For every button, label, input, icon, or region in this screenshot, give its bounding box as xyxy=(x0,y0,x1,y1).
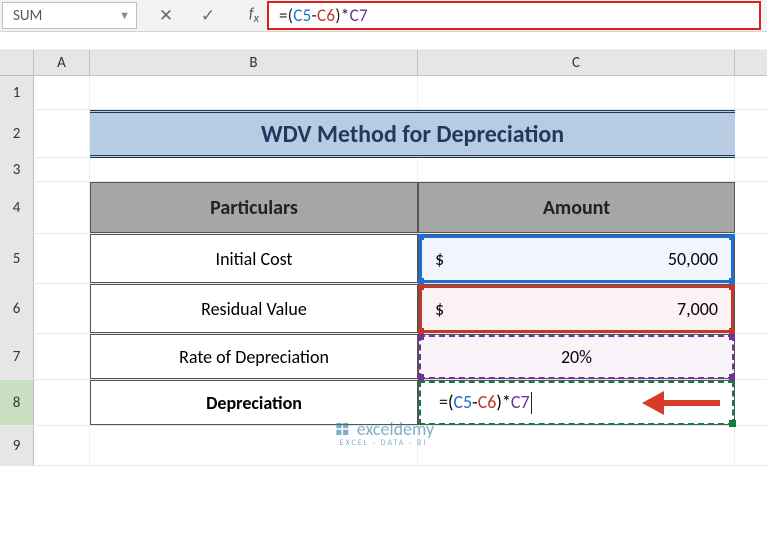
cell-a6[interactable] xyxy=(34,284,90,333)
select-all-corner[interactable] xyxy=(0,50,34,75)
spreadsheet-grid: A B C 1 2 3 4 Particulars xyxy=(0,50,767,466)
formula-eq: = xyxy=(279,5,288,26)
header-amount[interactable]: Amount xyxy=(418,182,735,233)
watermark-sub: EXCEL · DATA · BI xyxy=(340,438,428,448)
row-6: 6 Residual Value $ 7,000 xyxy=(0,284,767,334)
row-header-9[interactable]: 9 xyxy=(0,426,34,465)
row-7: 7 Rate of Depreciation 20% xyxy=(0,334,767,380)
row-header-3[interactable]: 3 xyxy=(0,158,34,181)
watermark-icon xyxy=(333,420,351,438)
watermark: exceldemy EXCEL · DATA · BI xyxy=(333,418,434,448)
cell-a7[interactable] xyxy=(34,334,90,379)
cell-c6[interactable]: $ 7,000 xyxy=(418,284,735,333)
cell-c9[interactable] xyxy=(418,426,735,465)
row-1: 1 xyxy=(0,76,767,110)
cell-a5[interactable] xyxy=(34,234,90,283)
label-rate[interactable]: Rate of Depreciation xyxy=(90,334,418,379)
cell-a1[interactable] xyxy=(34,76,90,109)
incell-formula: =(C5-C6)*C7 xyxy=(429,391,532,415)
cell-a8[interactable] xyxy=(34,380,90,425)
formula-ref-c6: C6 xyxy=(317,5,335,26)
value-c7: 20% xyxy=(561,346,592,368)
cell-a3[interactable] xyxy=(34,158,90,181)
cell-c8[interactable]: =(C5-C6)*C7 xyxy=(418,380,735,425)
cell-a4[interactable] xyxy=(34,182,90,233)
label-residual-value[interactable]: Residual Value xyxy=(90,284,418,333)
col-header-b[interactable]: B xyxy=(90,50,418,75)
enter-icon[interactable]: ✓ xyxy=(195,5,221,26)
cell-c1[interactable] xyxy=(418,76,735,109)
row-header-7[interactable]: 7 xyxy=(0,334,34,379)
cell-a9[interactable] xyxy=(34,426,90,465)
row-3: 3 xyxy=(0,158,767,182)
row-header-6[interactable]: 6 xyxy=(0,284,34,333)
cell-b1[interactable] xyxy=(90,76,418,109)
col-header-c[interactable]: C xyxy=(418,50,735,75)
formula-controls: ✕ ✓ fx xyxy=(139,0,259,31)
formula-ref-c7: C7 xyxy=(350,5,368,26)
cell-c3[interactable] xyxy=(418,158,735,181)
row-header-8[interactable]: 8 xyxy=(0,380,34,425)
row-header-5[interactable]: 5 xyxy=(0,234,34,283)
column-headers: A B C xyxy=(0,50,767,76)
header-particulars[interactable]: Particulars xyxy=(90,182,418,233)
row-4: 4 Particulars Amount xyxy=(0,182,767,234)
cell-c5[interactable]: $ 50,000 xyxy=(418,234,735,283)
chevron-down-icon[interactable]: ▼ xyxy=(119,9,130,22)
col-header-a[interactable]: A xyxy=(34,50,90,75)
row-header-1[interactable]: 1 xyxy=(0,76,34,109)
row-header-4[interactable]: 4 xyxy=(0,182,34,233)
cell-c7[interactable]: 20% xyxy=(418,334,735,379)
value-c5: 50,000 xyxy=(668,248,718,270)
row-5: 5 Initial Cost $ 50,000 xyxy=(0,234,767,284)
annotation-arrow xyxy=(642,391,720,415)
currency-c5: $ xyxy=(435,248,444,270)
watermark-text: exceldemy xyxy=(357,418,434,440)
page-title: WDV Method for Depreciation xyxy=(90,110,735,158)
cell-a2[interactable] xyxy=(34,110,90,157)
formula-bar: SUM ▼ ✕ ✓ fx = ( C5 - C6 ) * C7 xyxy=(0,0,767,32)
formula-ref-c5: C5 xyxy=(293,5,311,26)
currency-c6: $ xyxy=(435,298,444,320)
name-box-value: SUM xyxy=(13,7,42,25)
row-header-2[interactable]: 2 xyxy=(0,110,34,157)
formula-mult: * xyxy=(341,5,350,26)
name-box[interactable]: SUM ▼ xyxy=(2,2,137,29)
label-initial-cost[interactable]: Initial Cost xyxy=(90,234,418,283)
formula-input[interactable]: = ( C5 - C6 ) * C7 xyxy=(267,1,761,30)
cancel-icon[interactable]: ✕ xyxy=(153,5,179,26)
cell-b3[interactable] xyxy=(90,158,418,181)
fx-icon[interactable]: fx xyxy=(249,5,259,26)
value-c6: 7,000 xyxy=(677,298,718,320)
